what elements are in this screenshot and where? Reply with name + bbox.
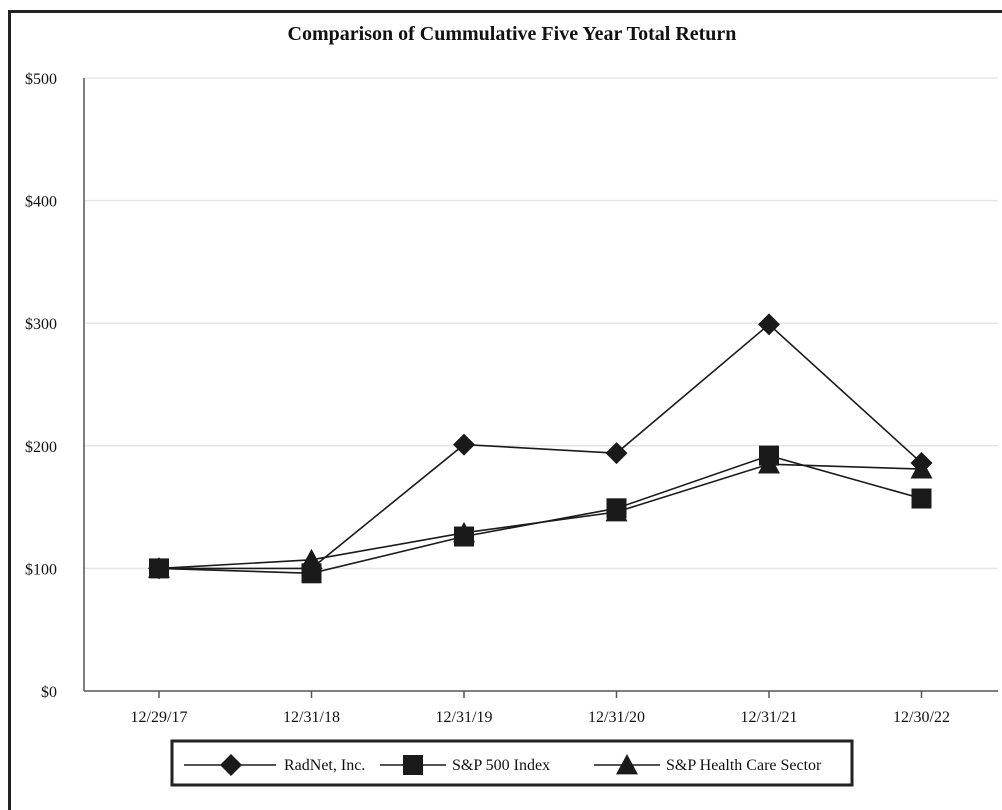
chart-frame [8,10,1002,810]
square-legend-icon [403,755,423,775]
series-group [148,313,933,584]
y-tick-label: $500 [25,71,57,88]
y-tick-label: $100 [25,561,57,578]
diamond-data-point [910,451,933,474]
y-tick-label: $400 [25,194,57,211]
x-axis-ticks: 12/29/17 12/31/18 12/31/19 12/31/20 12/31/21… [131,691,950,726]
diamond-data-point [605,442,628,465]
x-tick-label: 12/31/20 [588,709,645,726]
y-tick-label: $0 [41,684,57,701]
y-tick-label: $200 [25,439,57,456]
diamond-data-point [758,313,780,336]
legend-label: S&P Health Care Sector [666,757,822,774]
diamond-legend-icon [220,754,242,776]
x-tick-label: 12/31/19 [436,709,493,726]
square-data-point [759,445,779,466]
grid-lines [84,77,998,570]
series-triangle [148,453,933,578]
legend-label: RadNet, Inc. [284,757,365,774]
square-data-point [454,526,474,547]
square-data-point [606,498,627,519]
y-tick-label: $300 [25,316,57,333]
square-data-point [911,488,932,509]
y-axis-ticks: $0 $100 $200 $300 $400 $500 [25,71,57,701]
x-tick-label: 12/30/22 [893,709,950,726]
series-line [158,454,922,575]
legend-box [170,739,854,787]
x-tick-label: 12/31/21 [741,709,798,726]
legend-item: S&P 500 Index [380,755,550,775]
x-tick-label: 12/29/17 [131,709,188,726]
series-line [158,463,922,570]
legend-item: S&P Health Care Sector [594,754,822,775]
chart-title: Comparison of Cummulative Five Year Tota… [288,23,737,45]
legend: RadNet, Inc. S&P 500 Index S&P Health Care… [170,739,854,787]
diamond-data-point [453,433,475,456]
legend-item: RadNet, Inc. [184,754,365,776]
line-chart: Comparison of Cummulative Five Year Tota… [25,23,998,787]
series-square [149,445,932,584]
legend-label: S&P 500 Index [452,757,550,774]
axes [83,78,998,692]
series-line [159,323,923,570]
triangle-legend-icon [616,754,638,775]
square-data-point [301,563,322,584]
square-data-point [149,558,169,579]
x-tick-label: 12/31/18 [283,709,340,726]
